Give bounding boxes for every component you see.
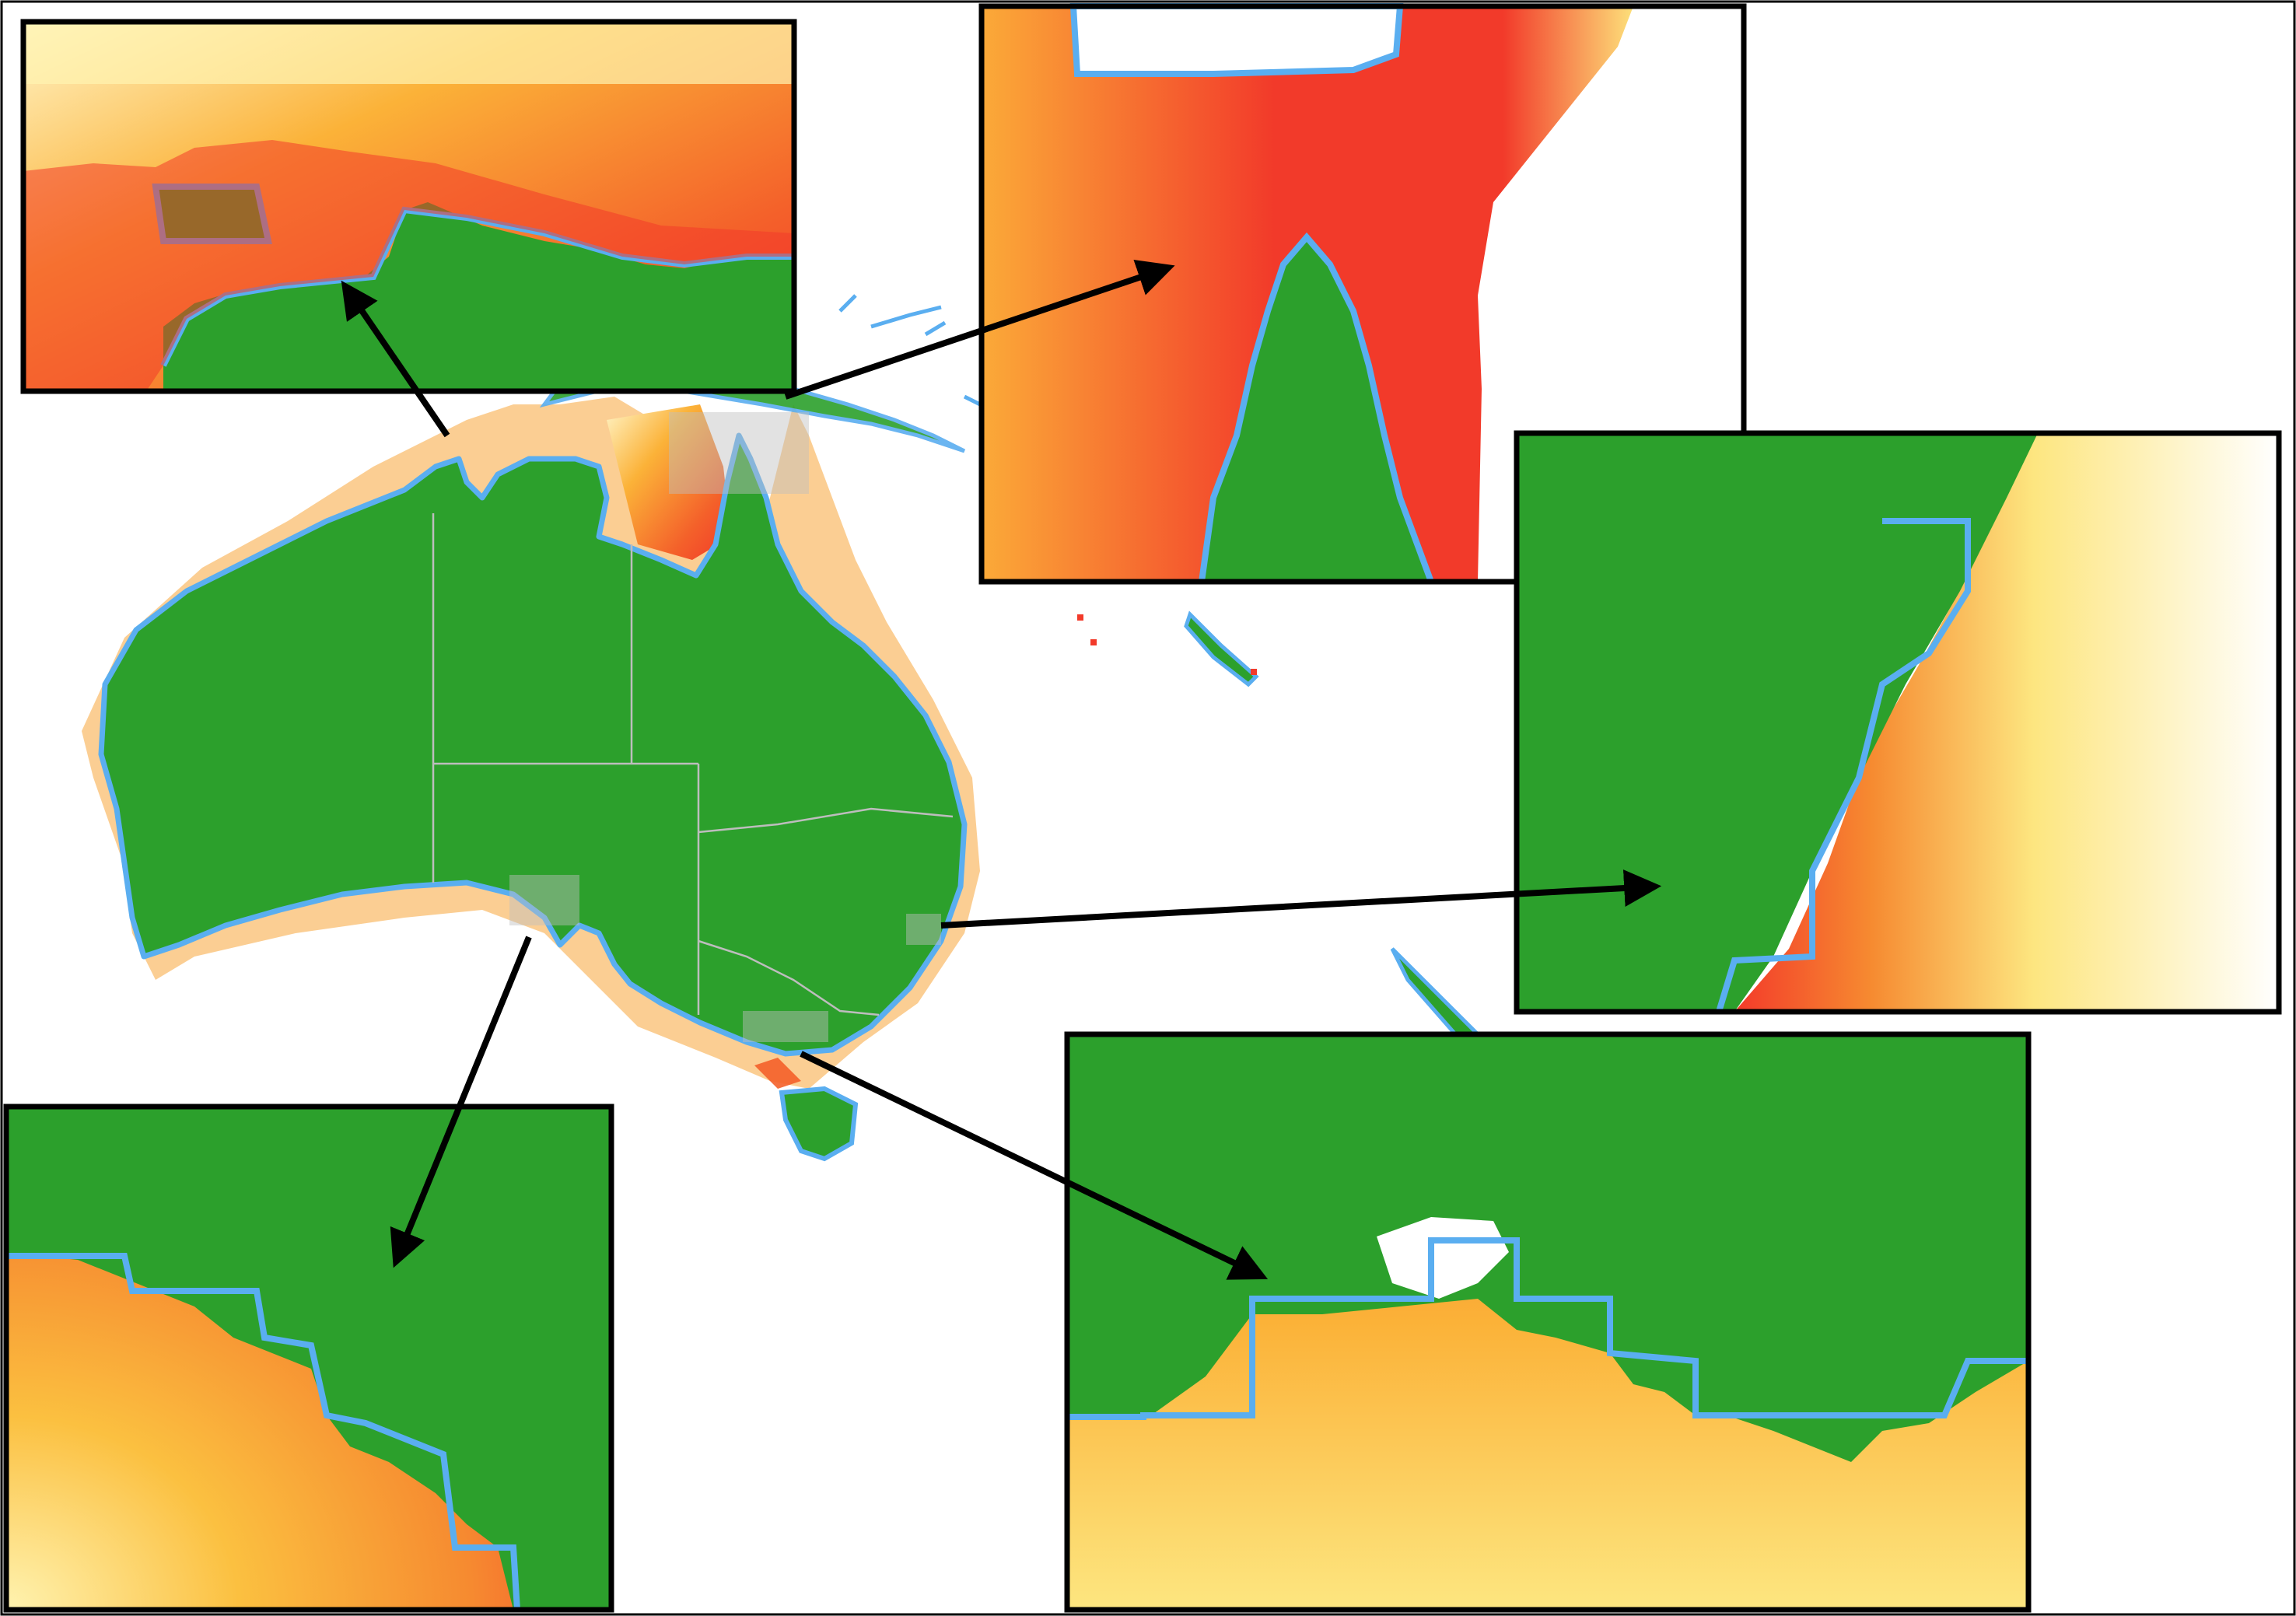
arrow-to-nsw-inset xyxy=(940,869,1662,929)
inset-model-coast xyxy=(6,1253,520,1611)
pacific-islands xyxy=(838,294,982,407)
new-zealand-landmass xyxy=(1390,947,1482,1045)
new-caledonia-landmass xyxy=(1184,610,1259,687)
arrow-to-cape-inset xyxy=(784,259,1175,400)
main-map xyxy=(82,163,1675,1162)
inset-water xyxy=(1734,433,2279,1012)
leader-arrows xyxy=(341,259,1662,1280)
arrow-to-bass-inset xyxy=(800,1051,1269,1280)
inset-land xyxy=(1517,433,2038,1012)
gulf-heat xyxy=(607,404,731,560)
state-borders xyxy=(432,513,954,1016)
inset-model-coast xyxy=(1716,518,1971,1013)
inset-land xyxy=(6,1107,611,1610)
inset-model-coast xyxy=(1067,1237,2028,1420)
model-coastline xyxy=(98,432,968,1057)
inset-nsw-coast xyxy=(1514,430,2282,1015)
tasmania-landmass xyxy=(779,1086,859,1162)
arrow-to-gulf-inset xyxy=(341,280,450,438)
inset-land xyxy=(1067,1034,2028,1462)
inset-great-australian-bight xyxy=(3,1104,614,1613)
inset-model-coast xyxy=(1199,232,1434,583)
inset-top-land xyxy=(1069,2,1404,77)
inset-hotspot-band xyxy=(23,140,794,391)
inset-land xyxy=(163,202,794,391)
inset-land xyxy=(1202,237,1431,582)
inset-location-boxes xyxy=(509,412,941,1042)
inset-gulf-of-carpentaria xyxy=(20,19,797,394)
inset-port-phillip-bass-strait xyxy=(1064,1031,2032,1613)
tasmania-heat xyxy=(754,1058,801,1089)
arrow-to-bight-inset xyxy=(390,936,532,1268)
